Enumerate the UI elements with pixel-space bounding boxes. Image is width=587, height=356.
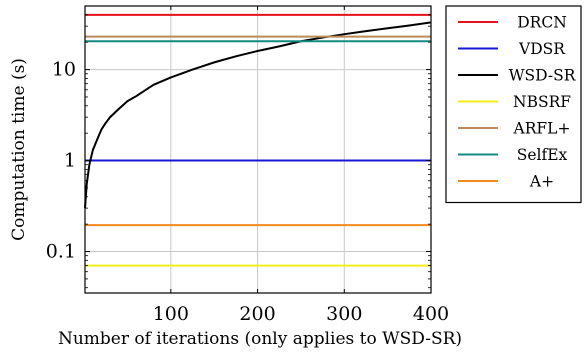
x-tick-label: 400 <box>413 303 449 325</box>
legend-label: ARFL+ <box>513 120 571 138</box>
series-lines <box>84 13 432 267</box>
series-line-wsd-sr <box>84 21 432 209</box>
y-axis-title: Computation time (s) <box>9 58 29 241</box>
legend-label: WSD-SR <box>509 67 577 85</box>
x-tick-label: 100 <box>153 303 189 325</box>
y-tick-label: 0.1 <box>46 241 76 263</box>
legend-label: NBSRF <box>513 93 571 111</box>
y-tick-label: 10 <box>52 59 76 81</box>
axis-ticks: 100 200 300 400 0.1 1 10 <box>46 5 449 325</box>
x-tick-label: 200 <box>239 303 275 325</box>
legend-label: VDSR <box>518 40 566 58</box>
legend-box <box>445 5 582 204</box>
grid-lines <box>85 6 432 293</box>
legend-label: SelfEx <box>517 146 568 164</box>
legend-label: DRCN <box>517 14 567 32</box>
y-tick-label: 1 <box>64 150 76 172</box>
x-axis-title: Number of iterations (only applies to WS… <box>58 329 462 349</box>
legend: DRCN VDSR WSD-SR NBSRF ARFL+ SelfEx A+ <box>445 5 582 204</box>
legend-label: A+ <box>529 173 554 191</box>
x-tick-label: 300 <box>326 303 362 325</box>
